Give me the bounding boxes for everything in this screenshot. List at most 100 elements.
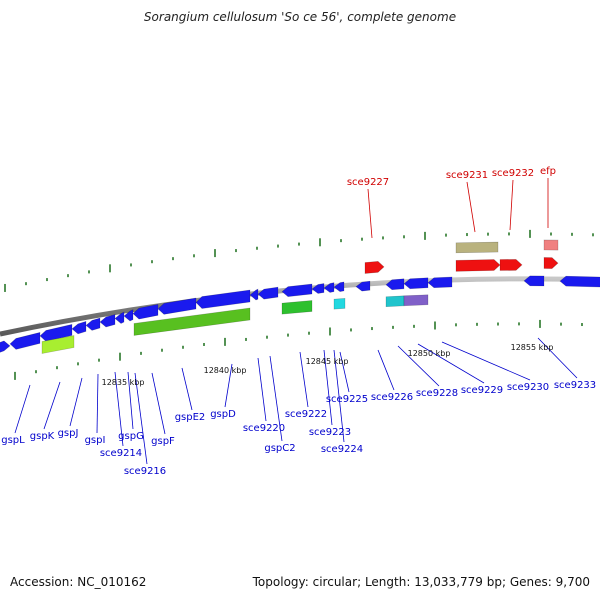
gene-feature [364,261,385,274]
gene-feature [543,257,559,269]
accession-value: NC_010162 [77,575,147,589]
leader-line [377,349,395,391]
leader-line [14,384,31,434]
leader-line [181,367,193,411]
leader-line [367,188,373,239]
gene-feature [123,309,134,322]
genes-label: Genes: [509,575,552,589]
gene-feature [133,307,251,336]
gene-feature [403,277,429,290]
gene-labels: sce9227 sce9231 sce9232 efp gspL gspK gspJ gspI… [1,166,596,477]
gene-feature [559,275,600,288]
gene-feature [9,332,41,350]
gene-feature [132,303,159,320]
gene-feature [499,259,523,271]
leader-line [43,381,61,430]
gene-label-top: sce9227 [347,177,389,188]
scale-label: 12845 kbp [306,357,349,366]
inner-tick-row [14,319,583,380]
gene-feature [99,314,116,328]
gene-label-bottom: gspL [1,435,25,446]
gene-feature [71,321,87,335]
leader-line [257,357,267,422]
genome-stats: Topology: circular; Length: 13,033,779 b… [253,575,590,589]
gene-feature [385,278,405,291]
gene-label-bottom: gspD [210,409,236,420]
gene-feature [355,280,371,292]
scale-label: 12835 kbp [102,378,145,387]
gene-feature [0,340,11,353]
gene-feature [281,283,313,297]
gene-feature [249,288,259,301]
gene-feature [39,324,73,342]
leader-line [441,341,531,381]
gene-label-bottom: gspG [118,431,144,442]
topology-label: Topology: [252,575,309,589]
gene-feature [323,282,335,293]
leader-line [537,337,578,379]
gene-feature [523,275,545,287]
gene-features [0,239,600,354]
gene-feature [41,335,75,354]
scale-label: 12855 kbp [511,343,554,352]
gene-feature [311,283,325,294]
gene-feature [114,311,125,324]
scale-labels: 12835 kbp 12840 kbp 12845 kbp 12850 kbp 1285… [102,343,554,387]
gene-label-bottom: sce9233 [554,380,596,391]
map-title: Sorangium cellulosum 'So ce 56', complet… [143,10,457,24]
gene-feature [427,276,453,289]
leader-line [299,351,309,408]
gene-label-bottom: sce9229 [461,385,503,396]
accession-label: Accession: [10,575,74,589]
gene-feature [385,295,405,308]
leader-line [339,351,350,393]
topology-value: circular; [312,575,362,589]
gene-label-bottom: gspK [30,431,55,442]
gene-label-bottom: gspC2 [264,443,295,454]
gene-label-bottom: gspE2 [175,412,206,423]
gene-label-bottom: sce9230 [507,382,549,393]
genes-value: 9,700 [555,575,590,589]
gene-label-bottom: sce9228 [416,388,458,399]
outer-tick-row [4,229,594,292]
leader-line [151,372,166,435]
gene-label-top: sce9231 [446,170,488,181]
gene-feature [257,286,279,300]
gene-feature [85,317,101,331]
leader-line [96,373,99,434]
label-leader-lines [14,178,578,465]
leader-line [114,371,124,447]
gene-label-bottom: sce9223 [309,427,351,438]
leader-line [333,349,345,443]
gene-feature [195,289,251,309]
leader-line [127,371,134,430]
leader-line [417,343,485,384]
gene-feature [281,300,313,315]
gene-label-bottom: gspI [85,435,106,446]
gene-label-top: efp [540,166,556,177]
gene-feature [543,239,559,251]
gene-label-bottom: sce9220 [243,423,285,434]
gene-label-bottom: gspJ [58,428,79,439]
leader-line [323,349,333,426]
scale-label: 12840 kbp [204,366,247,375]
gene-label-top: sce9232 [492,168,534,179]
gene-label-bottom: sce9222 [285,409,327,420]
leader-line [269,355,283,442]
length-label: Length: [364,575,411,589]
leader-line [397,345,440,387]
gene-label-bottom: sce9214 [100,448,142,459]
gene-feature [403,294,429,307]
accession-info: Accession: NC_010162 [10,575,146,589]
gene-feature [333,281,345,292]
leader-line [69,377,83,427]
gene-feature [157,297,197,315]
gene-label-bottom: gspF [151,436,175,447]
leader-line [509,179,514,231]
leader-line [224,363,233,408]
scale-label: 12850 kbp [408,349,451,358]
gene-feature [455,241,499,254]
leader-line [134,372,148,465]
gene-label-bottom: sce9226 [371,392,413,403]
